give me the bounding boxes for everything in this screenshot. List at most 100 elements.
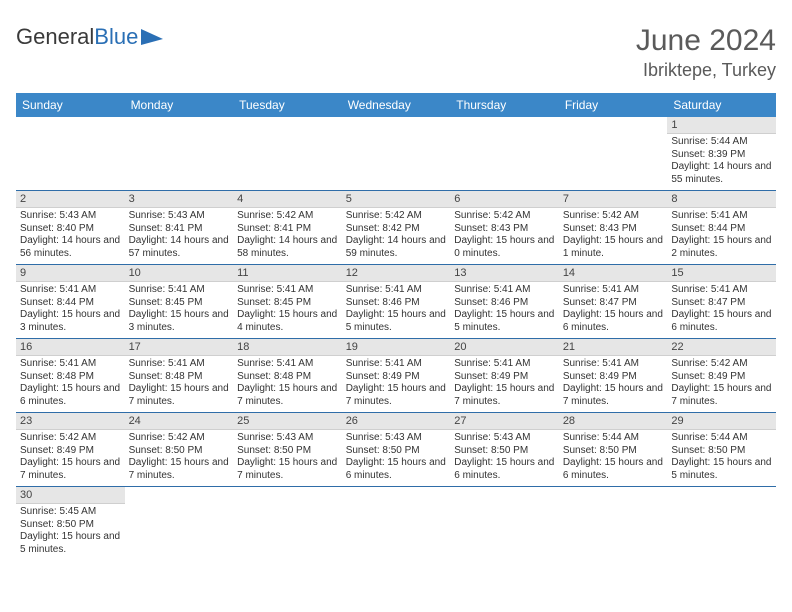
calendar-cell: 5Sunrise: 5:42 AMSunset: 8:42 PMDaylight…: [342, 191, 451, 265]
calendar-cell: 23Sunrise: 5:42 AMSunset: 8:49 PMDayligh…: [16, 413, 125, 487]
day-number: 19: [342, 339, 451, 356]
weekday-header: Monday: [125, 93, 234, 117]
calendar-row: 16Sunrise: 5:41 AMSunset: 8:48 PMDayligh…: [16, 339, 776, 413]
day-details: Sunrise: 5:42 AMSunset: 8:49 PMDaylight:…: [667, 356, 776, 412]
day-details: Sunrise: 5:41 AMSunset: 8:48 PMDaylight:…: [125, 356, 234, 412]
logo-flag-icon: [141, 29, 163, 45]
day-number: 16: [16, 339, 125, 356]
calendar-cell: 30Sunrise: 5:45 AMSunset: 8:50 PMDayligh…: [16, 487, 125, 561]
day-details: Sunrise: 5:42 AMSunset: 8:50 PMDaylight:…: [125, 430, 234, 486]
day-number: 21: [559, 339, 668, 356]
calendar-cell: 28Sunrise: 5:44 AMSunset: 8:50 PMDayligh…: [559, 413, 668, 487]
calendar-cell: 1Sunrise: 5:44 AMSunset: 8:39 PMDaylight…: [667, 117, 776, 191]
calendar-cell: 15Sunrise: 5:41 AMSunset: 8:47 PMDayligh…: [667, 265, 776, 339]
month-title: June 2024: [636, 24, 776, 58]
day-number: 7: [559, 191, 668, 208]
day-number: 12: [342, 265, 451, 282]
weekday-header: Saturday: [667, 93, 776, 117]
day-number: 10: [125, 265, 234, 282]
calendar-cell: 2Sunrise: 5:43 AMSunset: 8:40 PMDaylight…: [16, 191, 125, 265]
day-details: Sunrise: 5:43 AMSunset: 8:50 PMDaylight:…: [342, 430, 451, 486]
calendar-cell: 20Sunrise: 5:41 AMSunset: 8:49 PMDayligh…: [450, 339, 559, 413]
calendar-cell: 25Sunrise: 5:43 AMSunset: 8:50 PMDayligh…: [233, 413, 342, 487]
day-number: 25: [233, 413, 342, 430]
calendar-cell: [559, 117, 668, 191]
day-details: Sunrise: 5:43 AMSunset: 8:40 PMDaylight:…: [16, 208, 125, 264]
day-number: 17: [125, 339, 234, 356]
calendar-cell: [450, 487, 559, 561]
weekday-header: Wednesday: [342, 93, 451, 117]
calendar-table: Sunday Monday Tuesday Wednesday Thursday…: [16, 93, 776, 560]
day-details: Sunrise: 5:41 AMSunset: 8:48 PMDaylight:…: [233, 356, 342, 412]
calendar-cell: 19Sunrise: 5:41 AMSunset: 8:49 PMDayligh…: [342, 339, 451, 413]
day-number: 22: [667, 339, 776, 356]
calendar-cell: [342, 487, 451, 561]
header: GeneralBlue June 2024 Ibriktepe, Turkey: [16, 24, 776, 81]
day-number: 11: [233, 265, 342, 282]
calendar-row: 9Sunrise: 5:41 AMSunset: 8:44 PMDaylight…: [16, 265, 776, 339]
calendar-cell: [559, 487, 668, 561]
day-details: Sunrise: 5:41 AMSunset: 8:46 PMDaylight:…: [342, 282, 451, 338]
calendar-row: 2Sunrise: 5:43 AMSunset: 8:40 PMDaylight…: [16, 191, 776, 265]
day-number: 9: [16, 265, 125, 282]
day-details: Sunrise: 5:42 AMSunset: 8:43 PMDaylight:…: [559, 208, 668, 264]
calendar-cell: [16, 117, 125, 191]
day-details: Sunrise: 5:44 AMSunset: 8:39 PMDaylight:…: [667, 134, 776, 190]
day-details: Sunrise: 5:42 AMSunset: 8:43 PMDaylight:…: [450, 208, 559, 264]
calendar-cell: 13Sunrise: 5:41 AMSunset: 8:46 PMDayligh…: [450, 265, 559, 339]
day-details: Sunrise: 5:44 AMSunset: 8:50 PMDaylight:…: [559, 430, 668, 486]
calendar-cell: 3Sunrise: 5:43 AMSunset: 8:41 PMDaylight…: [125, 191, 234, 265]
calendar-cell: [233, 487, 342, 561]
calendar-cell: 21Sunrise: 5:41 AMSunset: 8:49 PMDayligh…: [559, 339, 668, 413]
weekday-header: Sunday: [16, 93, 125, 117]
calendar-cell: 7Sunrise: 5:42 AMSunset: 8:43 PMDaylight…: [559, 191, 668, 265]
calendar-cell: [450, 117, 559, 191]
calendar-cell: 8Sunrise: 5:41 AMSunset: 8:44 PMDaylight…: [667, 191, 776, 265]
calendar-cell: 22Sunrise: 5:42 AMSunset: 8:49 PMDayligh…: [667, 339, 776, 413]
day-number: 24: [125, 413, 234, 430]
day-number: 3: [125, 191, 234, 208]
calendar-cell: 10Sunrise: 5:41 AMSunset: 8:45 PMDayligh…: [125, 265, 234, 339]
day-number: 29: [667, 413, 776, 430]
day-number: 14: [559, 265, 668, 282]
weekday-header: Thursday: [450, 93, 559, 117]
weekday-header: Friday: [559, 93, 668, 117]
day-number: 13: [450, 265, 559, 282]
calendar-cell: [667, 487, 776, 561]
calendar-cell: 9Sunrise: 5:41 AMSunset: 8:44 PMDaylight…: [16, 265, 125, 339]
day-details: Sunrise: 5:41 AMSunset: 8:44 PMDaylight:…: [667, 208, 776, 264]
day-details: Sunrise: 5:42 AMSunset: 8:49 PMDaylight:…: [16, 430, 125, 486]
calendar-cell: 27Sunrise: 5:43 AMSunset: 8:50 PMDayligh…: [450, 413, 559, 487]
day-number: 2: [16, 191, 125, 208]
day-details: Sunrise: 5:41 AMSunset: 8:49 PMDaylight:…: [342, 356, 451, 412]
calendar-row: 23Sunrise: 5:42 AMSunset: 8:49 PMDayligh…: [16, 413, 776, 487]
day-details: Sunrise: 5:41 AMSunset: 8:47 PMDaylight:…: [559, 282, 668, 338]
day-details: Sunrise: 5:44 AMSunset: 8:50 PMDaylight:…: [667, 430, 776, 486]
day-details: Sunrise: 5:45 AMSunset: 8:50 PMDaylight:…: [16, 504, 125, 560]
day-number: 27: [450, 413, 559, 430]
calendar-cell: 18Sunrise: 5:41 AMSunset: 8:48 PMDayligh…: [233, 339, 342, 413]
day-number: 8: [667, 191, 776, 208]
day-number: 5: [342, 191, 451, 208]
location-subtitle: Ibriktepe, Turkey: [636, 60, 776, 81]
day-details: Sunrise: 5:41 AMSunset: 8:45 PMDaylight:…: [125, 282, 234, 338]
day-number: 15: [667, 265, 776, 282]
calendar-cell: 29Sunrise: 5:44 AMSunset: 8:50 PMDayligh…: [667, 413, 776, 487]
day-number: 26: [342, 413, 451, 430]
day-details: Sunrise: 5:41 AMSunset: 8:49 PMDaylight:…: [559, 356, 668, 412]
day-details: Sunrise: 5:41 AMSunset: 8:44 PMDaylight:…: [16, 282, 125, 338]
logo-text-part1: General: [16, 24, 94, 50]
calendar-cell: 11Sunrise: 5:41 AMSunset: 8:45 PMDayligh…: [233, 265, 342, 339]
day-details: Sunrise: 5:41 AMSunset: 8:46 PMDaylight:…: [450, 282, 559, 338]
calendar-cell: 4Sunrise: 5:42 AMSunset: 8:41 PMDaylight…: [233, 191, 342, 265]
logo: GeneralBlue: [16, 24, 163, 50]
day-details: Sunrise: 5:41 AMSunset: 8:49 PMDaylight:…: [450, 356, 559, 412]
calendar-cell: 17Sunrise: 5:41 AMSunset: 8:48 PMDayligh…: [125, 339, 234, 413]
calendar-cell: [125, 487, 234, 561]
day-number: 1: [667, 117, 776, 134]
calendar-cell: [125, 117, 234, 191]
calendar-cell: 16Sunrise: 5:41 AMSunset: 8:48 PMDayligh…: [16, 339, 125, 413]
calendar-cell: 6Sunrise: 5:42 AMSunset: 8:43 PMDaylight…: [450, 191, 559, 265]
day-details: Sunrise: 5:41 AMSunset: 8:45 PMDaylight:…: [233, 282, 342, 338]
calendar-row: 30Sunrise: 5:45 AMSunset: 8:50 PMDayligh…: [16, 487, 776, 561]
